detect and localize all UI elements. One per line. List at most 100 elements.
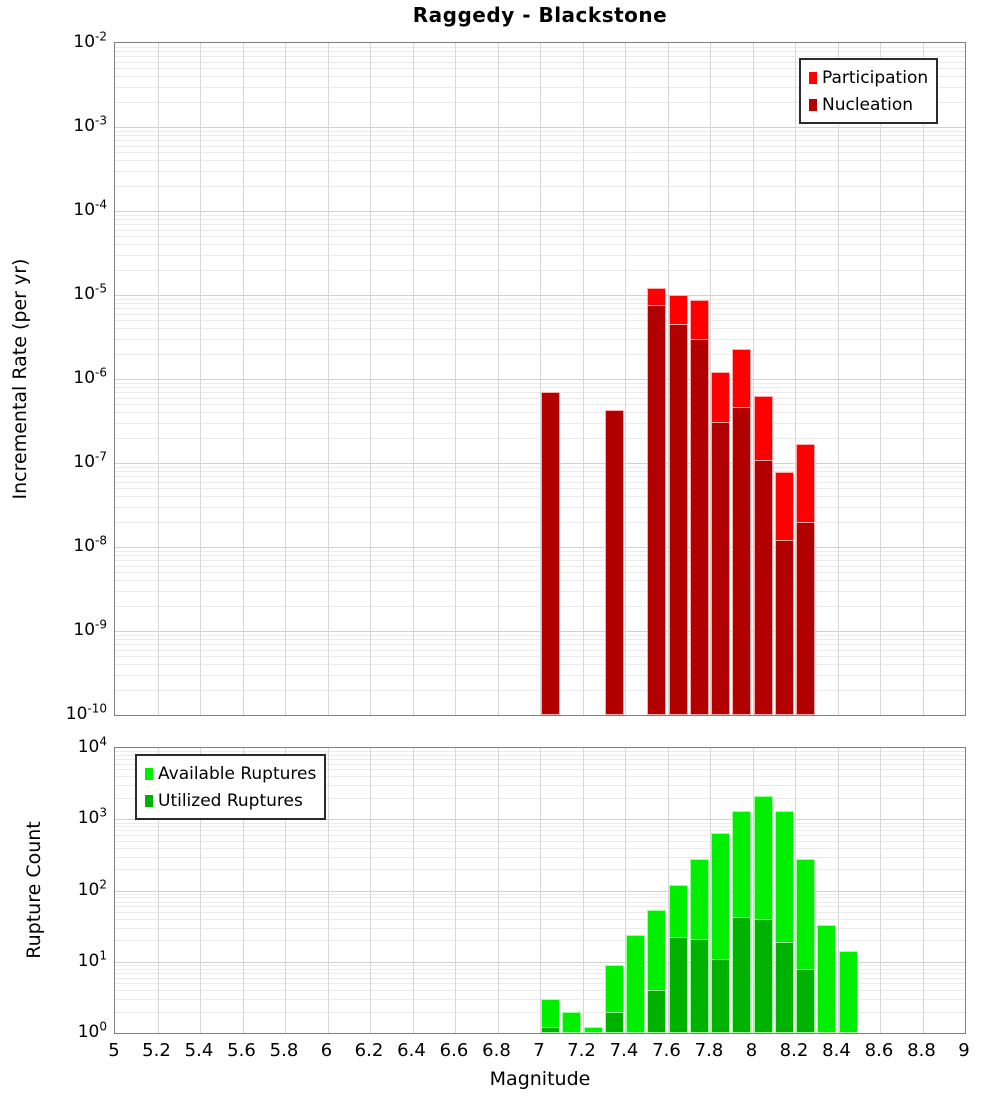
gridline-minor [115, 46, 965, 48]
bar-utilized-ruptures-7.85 [711, 958, 731, 1033]
x-tick-label: 6.8 [482, 1040, 511, 1061]
gridline-minor [115, 488, 965, 490]
gridline-minor [115, 244, 965, 246]
gridline-minor [115, 550, 965, 552]
gridline-vertical [540, 748, 541, 1033]
x-tick-label: 8.8 [907, 1040, 936, 1061]
bar-nucleation-7.85 [711, 421, 731, 715]
y-tick-label: 10-5 [73, 281, 107, 304]
gridline-minor [115, 130, 965, 132]
gridline-minor [115, 977, 965, 979]
gridline-minor [115, 236, 965, 238]
x-tick-label: 5.4 [184, 1040, 214, 1061]
bar-nucleation-7.55 [647, 305, 667, 715]
gridline-minor [115, 382, 965, 384]
gridline-minor [115, 674, 965, 676]
gridline-vertical [837, 43, 839, 715]
gridline-minor [115, 634, 965, 636]
x-tick-label: 8.2 [779, 1040, 809, 1061]
gridline-minor [115, 298, 965, 300]
x-tick-label: 6.4 [397, 1040, 426, 1061]
gridline-minor [115, 689, 965, 691]
legend-label: Participation [822, 67, 929, 88]
bar-utilized-ruptures-7.35 [604, 1011, 624, 1033]
bar-nucleation-7.05 [541, 392, 561, 715]
gridline-minor [115, 968, 965, 970]
x-tick-label: 8 [745, 1040, 758, 1061]
gridline-major [115, 890, 965, 892]
gridline-minor [115, 940, 965, 942]
gridline-minor [115, 835, 965, 837]
gridline-minor [115, 906, 965, 908]
gridline-vertical [242, 43, 244, 715]
gridline-minor [115, 639, 965, 641]
gridline-minor [115, 219, 965, 221]
count-legend: Available Ruptures Utilized Ruptures [135, 754, 327, 820]
legend-label: Nucleation [822, 94, 914, 115]
gridline-minor [115, 466, 965, 468]
x-tick-label: 7 [533, 1040, 545, 1061]
gridline-minor [115, 897, 965, 899]
gridline-minor [115, 422, 965, 424]
gridline-minor [115, 320, 965, 322]
bar-nucleation-7.35 [604, 409, 624, 715]
x-tick-label: 7.4 [609, 1040, 639, 1061]
gridline-minor [115, 496, 965, 498]
bar-utilized-ruptures-7.75 [689, 938, 709, 1033]
gridline-major [115, 961, 965, 963]
gridline-minor [115, 185, 965, 187]
gridline-minor [115, 437, 965, 439]
y-tick-label: 10-9 [73, 617, 107, 640]
gridline-vertical [625, 43, 626, 715]
x-tick-label: 8.4 [822, 1040, 851, 1061]
y-tick-label: 104 [77, 734, 107, 757]
gridline-vertical [370, 43, 371, 715]
bar-utilized-ruptures-8.05 [753, 918, 773, 1033]
gridline-minor [115, 521, 965, 523]
gridline-vertical [582, 748, 584, 1033]
gridline-minor [115, 565, 965, 567]
x-tick-label: 8.6 [864, 1040, 894, 1061]
bar-available-ruptures-7.15 [562, 1011, 582, 1033]
bar-available-ruptures-7.25 [583, 1027, 603, 1033]
gridline-minor [115, 605, 965, 607]
gridline-minor [115, 404, 965, 406]
gridline-minor [115, 471, 965, 473]
gridline-minor [115, 481, 965, 483]
gridline-vertical [455, 748, 456, 1033]
gridline-minor [115, 751, 965, 753]
gridline-vertical [285, 43, 286, 715]
bar-nucleation-7.75 [689, 338, 709, 715]
gridline-minor [115, 555, 965, 557]
gridline-minor [115, 983, 965, 985]
gridline-minor [115, 308, 965, 309]
bar-nucleation-8.15 [774, 540, 794, 715]
x-tick-label: 5.6 [227, 1040, 256, 1061]
x-tick-label: 7.8 [694, 1040, 724, 1061]
x-tick-label: 6.6 [439, 1040, 469, 1061]
utilized-ruptures-swatch-icon [145, 794, 153, 807]
legend-item-nucleation: Nucleation [809, 91, 928, 118]
y-tick-label: 10-10 [65, 701, 107, 724]
gridline-minor [115, 869, 965, 871]
gridline-minor [115, 353, 965, 355]
bar-nucleation-8.05 [753, 459, 773, 715]
nucleation-swatch-icon [809, 98, 817, 111]
gridline-minor [115, 590, 965, 592]
gridline-vertical [582, 43, 584, 715]
gridline-vertical [327, 43, 329, 715]
legend-label: Utilized Ruptures [158, 790, 303, 811]
gridline-minor [115, 965, 965, 966]
gridline-minor [115, 160, 965, 162]
gridline-vertical [497, 43, 499, 715]
bar-utilized-ruptures-8.15 [774, 941, 794, 1033]
gridline-vertical [327, 748, 329, 1033]
legend-item-utilized-ruptures: Utilized Ruptures [145, 787, 316, 814]
bar-nucleation-7.65 [668, 324, 688, 715]
gridline-minor [115, 840, 965, 842]
gridline-vertical [497, 748, 499, 1033]
legend-item-available-ruptures: Available Ruptures [145, 760, 316, 787]
gridline-minor [115, 560, 965, 561]
y-tick-label: 10-6 [73, 365, 107, 388]
